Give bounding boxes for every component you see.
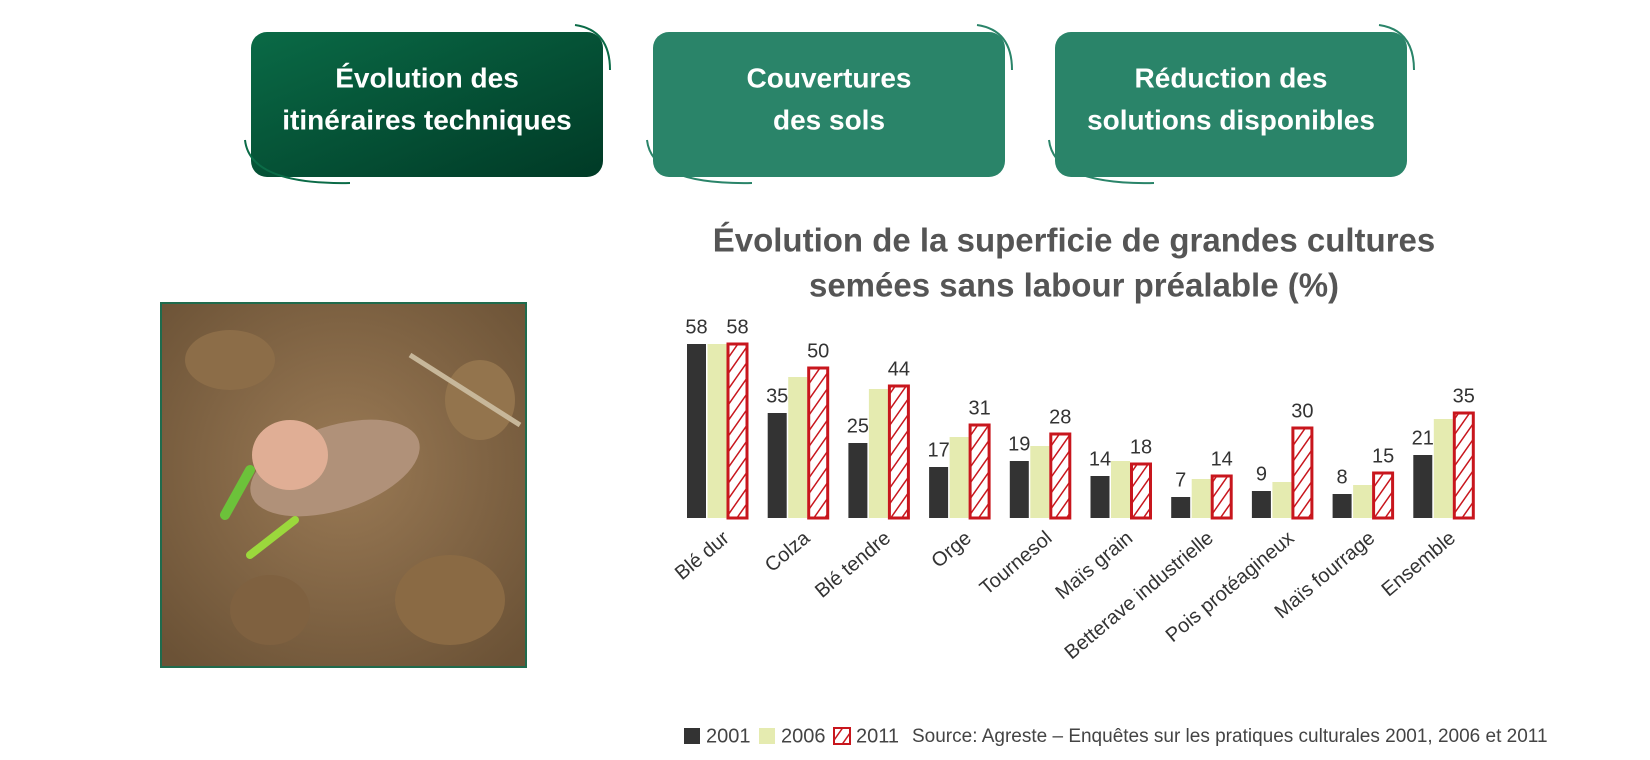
data-label: 50	[807, 340, 829, 362]
bar	[1171, 497, 1191, 518]
straw	[408, 352, 522, 428]
bar	[687, 344, 706, 518]
data-label: 25	[847, 415, 869, 437]
data-label: 15	[1372, 445, 1394, 467]
x-tick-label: Orge	[928, 527, 976, 572]
bar	[1272, 482, 1292, 518]
bar	[1049, 432, 1072, 520]
data-label: 58	[726, 316, 748, 338]
chart-title: semées sans labour préalable (%)	[809, 267, 1339, 304]
clod	[395, 555, 505, 645]
data-label: 35	[1453, 385, 1475, 407]
tab-text: Réduction des	[1135, 62, 1328, 93]
bar	[1433, 419, 1453, 518]
tab-box	[251, 32, 603, 177]
bar	[1210, 474, 1233, 520]
tab[interactable]: Évolution des itinéraires techniques	[244, 24, 611, 185]
data-label: 30	[1291, 400, 1313, 422]
tab-decoration	[244, 139, 351, 185]
bar	[1090, 476, 1110, 518]
tab-decoration	[574, 24, 611, 71]
bar	[968, 423, 991, 520]
bar	[1251, 491, 1271, 518]
bar	[1372, 471, 1395, 520]
bar	[1009, 461, 1029, 518]
bar	[949, 437, 969, 518]
bar	[929, 467, 949, 518]
bar	[1452, 411, 1475, 520]
tab-decoration	[1048, 139, 1155, 185]
sprout	[220, 465, 255, 520]
tab[interactable]: Réduction des solutions disponibles	[1048, 24, 1415, 185]
bar	[848, 443, 868, 518]
chart-title: Évolution de la superficie de grandes cu…	[713, 222, 1436, 259]
data-label: 35	[766, 385, 788, 407]
bar	[807, 366, 830, 520]
tab-decoration	[1378, 24, 1415, 71]
tab-text: Évolution des	[335, 62, 519, 93]
tab-text: Couvertures	[747, 62, 912, 93]
tab-box	[653, 32, 1005, 177]
bar	[1111, 461, 1130, 518]
data-label: 8	[1337, 466, 1348, 488]
bar	[1291, 426, 1314, 520]
clod	[230, 575, 310, 645]
x-tick-label: Tournesol	[976, 527, 1057, 600]
data-label: 19	[1008, 433, 1030, 455]
tab-text: des sols	[773, 104, 885, 135]
data-label: 14	[1089, 448, 1111, 470]
x-tick-label: Blé tendre	[811, 527, 895, 602]
bar	[788, 377, 808, 518]
bar	[767, 413, 787, 518]
bar	[1191, 479, 1211, 518]
legend-swatch	[684, 728, 700, 744]
data-label: 17	[927, 439, 949, 461]
data-label: 18	[1130, 436, 1152, 458]
tab-decoration	[976, 24, 1013, 71]
photo	[160, 302, 527, 668]
x-tick-label: Blé dur	[671, 527, 734, 585]
legend-swatch	[833, 727, 851, 745]
sprout	[246, 516, 299, 559]
x-tick-label: Colza	[761, 526, 815, 576]
x-tick-label: Betterave industrielle	[1061, 527, 1218, 664]
data-label: 44	[888, 358, 910, 380]
legend-label: 2001	[706, 725, 751, 747]
slug-head	[252, 420, 328, 490]
tab-text: itinéraires techniques	[282, 104, 571, 135]
data-label: 58	[685, 316, 707, 338]
bar	[726, 342, 749, 520]
tab[interactable]: Couvertures des sols	[646, 24, 1013, 185]
data-label: 31	[968, 397, 990, 419]
tab-decoration	[646, 139, 753, 185]
clod	[185, 330, 275, 390]
bar	[1353, 485, 1373, 518]
data-label: 9	[1256, 463, 1267, 485]
legend-swatch	[759, 728, 775, 744]
bar	[1413, 455, 1433, 518]
legend-label: 2006	[781, 725, 826, 747]
data-label: 14	[1211, 448, 1233, 470]
bar	[1030, 446, 1050, 518]
data-label: 21	[1412, 427, 1434, 449]
data-label: 28	[1049, 406, 1071, 428]
bar	[887, 384, 910, 520]
tab-text: solutions disponibles	[1087, 104, 1375, 135]
legend-label: 2011	[856, 725, 899, 747]
source-note: Source: Agreste – Enquêtes sur les prati…	[912, 726, 1548, 747]
bar	[707, 344, 727, 518]
tab-box	[1055, 32, 1407, 177]
bar	[1130, 462, 1152, 520]
data-label: 7	[1175, 469, 1186, 491]
x-tick-label: Maïs grain	[1051, 527, 1137, 604]
x-tick-label: Ensemble	[1378, 527, 1460, 601]
bar	[1332, 494, 1352, 518]
bar	[868, 389, 888, 518]
